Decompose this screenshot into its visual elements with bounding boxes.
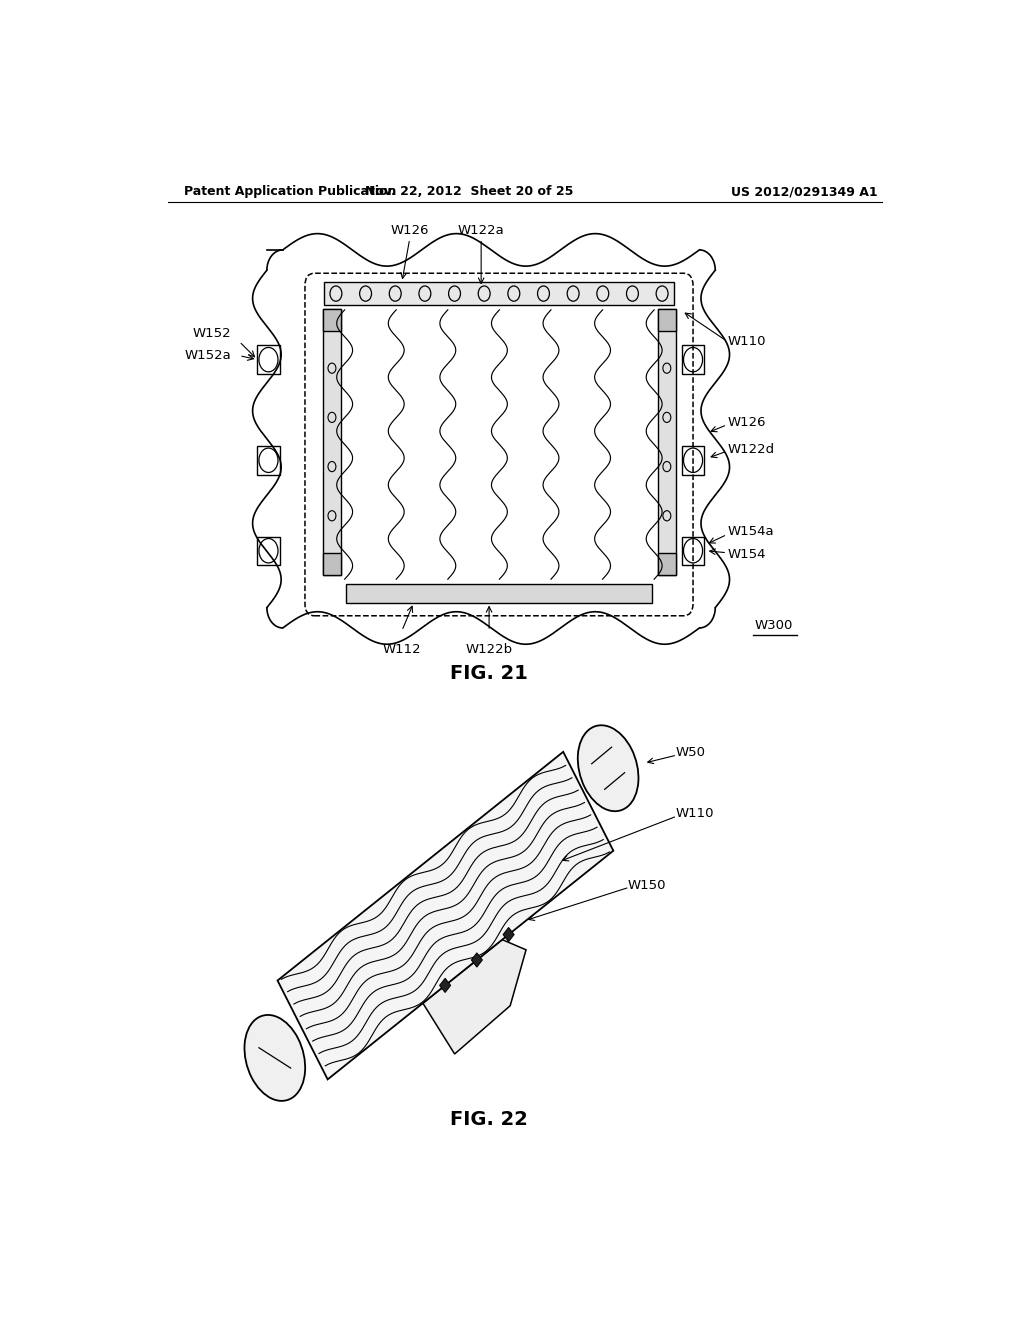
Text: W110: W110 [676,808,714,821]
Bar [658,553,676,576]
Polygon shape [439,978,451,993]
Text: W50: W50 [676,747,706,759]
Ellipse shape [578,725,639,812]
Text: W112: W112 [383,643,421,656]
Bar [324,553,341,576]
Text: W122d: W122d [727,442,774,455]
Bar [682,536,705,565]
Text: W110: W110 [727,335,766,348]
Bar [346,585,651,602]
Bar [257,536,280,565]
Text: Patent Application Publication: Patent Application Publication [183,185,396,198]
Bar [324,282,674,305]
Text: W126: W126 [727,416,766,429]
Ellipse shape [245,1015,305,1101]
Text: W154a: W154a [727,525,774,539]
Bar [257,346,280,374]
Bar [257,446,280,474]
Bar [658,309,676,576]
Polygon shape [423,940,526,1053]
Text: W152: W152 [193,327,231,339]
Bar [324,309,341,331]
Text: W152a: W152a [184,348,231,362]
Bar [682,446,705,474]
Text: W122b: W122b [466,643,513,656]
Text: Nov. 22, 2012  Sheet 20 of 25: Nov. 22, 2012 Sheet 20 of 25 [366,185,573,198]
Polygon shape [278,752,613,1080]
Text: US 2012/0291349 A1: US 2012/0291349 A1 [731,185,878,198]
Bar [682,346,705,374]
Polygon shape [503,928,514,941]
Text: W122a: W122a [458,223,505,236]
Text: FIG. 21: FIG. 21 [451,664,528,682]
Text: W300: W300 [755,619,794,632]
Text: FIG. 22: FIG. 22 [451,1110,528,1129]
Text: W126: W126 [390,223,429,236]
Text: W150: W150 [628,879,667,891]
Text: W154: W154 [727,548,766,561]
Bar [324,309,341,576]
Polygon shape [471,953,482,968]
Bar [658,309,676,331]
